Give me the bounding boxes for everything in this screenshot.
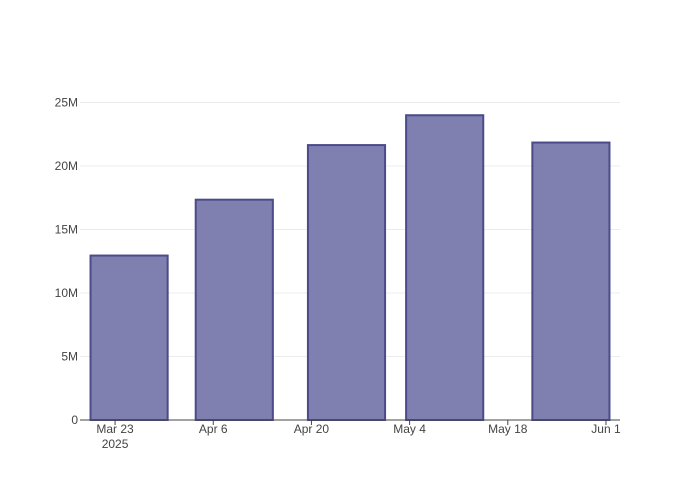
bar (306, 144, 387, 421)
bar (405, 114, 485, 421)
x-tick-label: Jun 1 (591, 422, 621, 436)
y-tick-label: 20M (55, 159, 78, 173)
bar (531, 141, 611, 422)
x-tick-label: May 4 (393, 422, 426, 436)
y-tick-label: 15M (55, 223, 78, 237)
y-tick-label: 10M (55, 286, 78, 300)
y-tick-label: 25M (55, 96, 78, 110)
y-tick-label: 5M (61, 350, 78, 364)
y-tick-label: 0 (71, 413, 78, 427)
x-tick-label: May 18 (488, 422, 528, 436)
bar (194, 198, 274, 421)
x-tick-label: Apr 6 (199, 422, 228, 436)
bar (89, 254, 169, 421)
x-tick-label: Mar 23 2025 (96, 422, 134, 451)
x-tick-label: Apr 20 (294, 422, 330, 436)
